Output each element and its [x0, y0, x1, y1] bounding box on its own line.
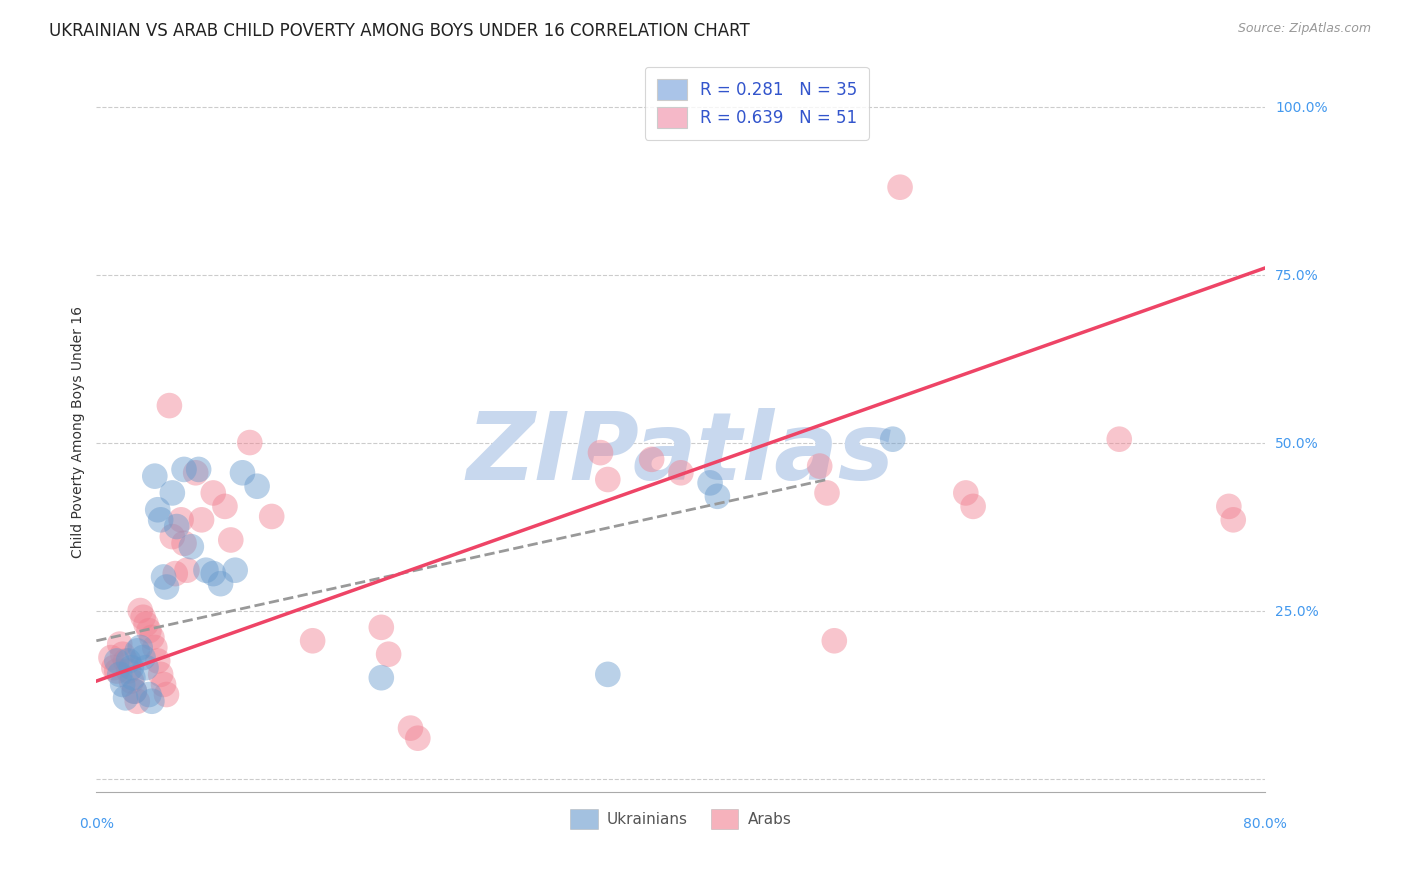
Point: [122, 671, 145, 685]
Point: [124, 684, 146, 698]
Point: [138, 624, 160, 638]
Point: [132, 650, 155, 665]
Point: [120, 660, 142, 674]
Point: [202, 566, 225, 581]
Point: [141, 631, 163, 645]
Point: [162, 530, 184, 544]
Legend: Ukrainians, Arabs: Ukrainians, Arabs: [564, 803, 797, 835]
Point: [301, 633, 323, 648]
Point: [589, 445, 612, 459]
Point: [166, 519, 188, 533]
Point: [706, 489, 728, 503]
Point: [815, 486, 838, 500]
Point: [117, 664, 139, 678]
Point: [103, 660, 125, 674]
Point: [114, 654, 136, 668]
Point: [141, 694, 163, 708]
Point: [962, 500, 984, 514]
Point: [596, 667, 619, 681]
Point: [155, 580, 177, 594]
Point: [129, 603, 152, 617]
Point: [152, 570, 174, 584]
Point: [202, 486, 225, 500]
Point: [165, 566, 187, 581]
Point: [157, 399, 180, 413]
Point: [209, 576, 232, 591]
Point: [149, 667, 172, 681]
Point: [187, 462, 209, 476]
Point: [808, 458, 831, 473]
Point: [111, 647, 134, 661]
Point: [124, 684, 146, 698]
Point: [180, 540, 202, 554]
Point: [146, 654, 169, 668]
Point: [823, 633, 845, 648]
Point: [370, 671, 392, 685]
Point: [640, 452, 662, 467]
Point: [152, 677, 174, 691]
Point: [114, 690, 136, 705]
Point: [108, 667, 131, 681]
Point: [260, 509, 283, 524]
Point: [1218, 500, 1240, 514]
Point: [214, 500, 236, 514]
Point: [143, 469, 166, 483]
Point: [399, 721, 422, 735]
Point: [1108, 432, 1130, 446]
Point: [146, 502, 169, 516]
Point: [100, 650, 122, 665]
Point: [108, 637, 131, 651]
Text: 80.0%: 80.0%: [1243, 817, 1288, 831]
Point: [120, 674, 142, 689]
Point: [149, 513, 172, 527]
Point: [699, 475, 721, 490]
Point: [105, 654, 128, 668]
Point: [406, 731, 429, 746]
Point: [184, 466, 207, 480]
Text: Source: ZipAtlas.com: Source: ZipAtlas.com: [1237, 22, 1371, 36]
Point: [105, 664, 128, 678]
Point: [129, 640, 152, 655]
Point: [135, 660, 157, 674]
Point: [111, 677, 134, 691]
Point: [889, 180, 911, 194]
Point: [132, 610, 155, 624]
Point: [162, 486, 184, 500]
Point: [231, 466, 253, 480]
Point: [194, 563, 217, 577]
Point: [135, 617, 157, 632]
Point: [669, 466, 692, 480]
Point: [882, 432, 904, 446]
Point: [127, 694, 149, 708]
Text: 0.0%: 0.0%: [79, 817, 114, 831]
Point: [219, 533, 242, 547]
Point: [955, 486, 977, 500]
Point: [224, 563, 246, 577]
Point: [1222, 513, 1244, 527]
Point: [596, 473, 619, 487]
Point: [117, 654, 139, 668]
Point: [143, 640, 166, 655]
Point: [176, 563, 198, 577]
Text: UKRAINIAN VS ARAB CHILD POVERTY AMONG BOYS UNDER 16 CORRELATION CHART: UKRAINIAN VS ARAB CHILD POVERTY AMONG BO…: [49, 22, 749, 40]
Point: [370, 620, 392, 634]
Point: [155, 688, 177, 702]
Point: [377, 647, 399, 661]
Point: [246, 479, 269, 493]
Y-axis label: Child Poverty Among Boys Under 16: Child Poverty Among Boys Under 16: [72, 307, 86, 558]
Point: [170, 513, 193, 527]
Text: ZIPatlas: ZIPatlas: [467, 408, 896, 500]
Point: [239, 435, 262, 450]
Point: [138, 688, 160, 702]
Point: [190, 513, 212, 527]
Point: [127, 644, 149, 658]
Point: [173, 462, 195, 476]
Point: [173, 536, 195, 550]
